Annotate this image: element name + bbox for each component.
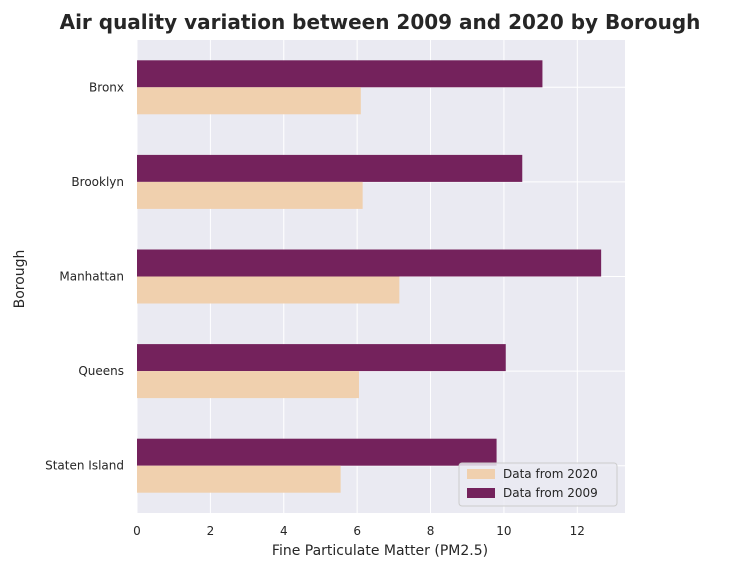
legend[interactable]: Data from 2020 Data from 2009 — [458, 462, 618, 507]
y-tick-label: Brooklyn — [71, 175, 124, 189]
x-tick-labels: 0 2 4 6 8 10 12 — [133, 524, 585, 538]
bars — [137, 60, 602, 493]
x-tick-label: 12 — [570, 524, 585, 538]
x-tick-label: 10 — [496, 524, 511, 538]
bar-2020-brooklyn — [137, 181, 363, 209]
bar-2020-manhattan — [137, 276, 400, 304]
y-tick-labels: Bronx Brooklyn Manhattan Queens Staten Islan… — [45, 80, 124, 472]
bar-2009-staten-island — [137, 438, 497, 466]
x-tick-label: 6 — [353, 524, 361, 538]
bar-2009-queens — [137, 344, 506, 372]
x-tick-label: 2 — [207, 524, 215, 538]
y-tick-label: Bronx — [89, 80, 124, 94]
bar-2009-bronx — [137, 60, 543, 88]
chart-title: Air quality variation between 2009 and 2… — [60, 10, 701, 34]
y-tick-label: Manhattan — [59, 270, 124, 284]
bar-2020-staten-island — [137, 465, 341, 493]
bar-2009-manhattan — [137, 249, 602, 277]
legend-swatch — [467, 488, 495, 498]
bar-2020-bronx — [137, 87, 361, 115]
y-tick-label: Queens — [78, 364, 124, 378]
x-tick-label: 4 — [280, 524, 288, 538]
x-tick-label: 0 — [133, 524, 141, 538]
legend-box — [458, 462, 618, 507]
bar-2020-queens — [137, 371, 359, 399]
legend-label: Data from 2009 — [503, 486, 598, 500]
legend-label: Data from 2020 — [503, 467, 598, 481]
x-axis-label: Fine Particulate Matter (PM2.5) — [272, 543, 488, 559]
y-tick-label: Staten Island — [45, 459, 124, 473]
y-axis-label: Borough — [12, 250, 28, 309]
x-tick-label: 8 — [427, 524, 435, 538]
legend-swatch — [467, 469, 495, 479]
bar-2009-brooklyn — [137, 154, 523, 182]
